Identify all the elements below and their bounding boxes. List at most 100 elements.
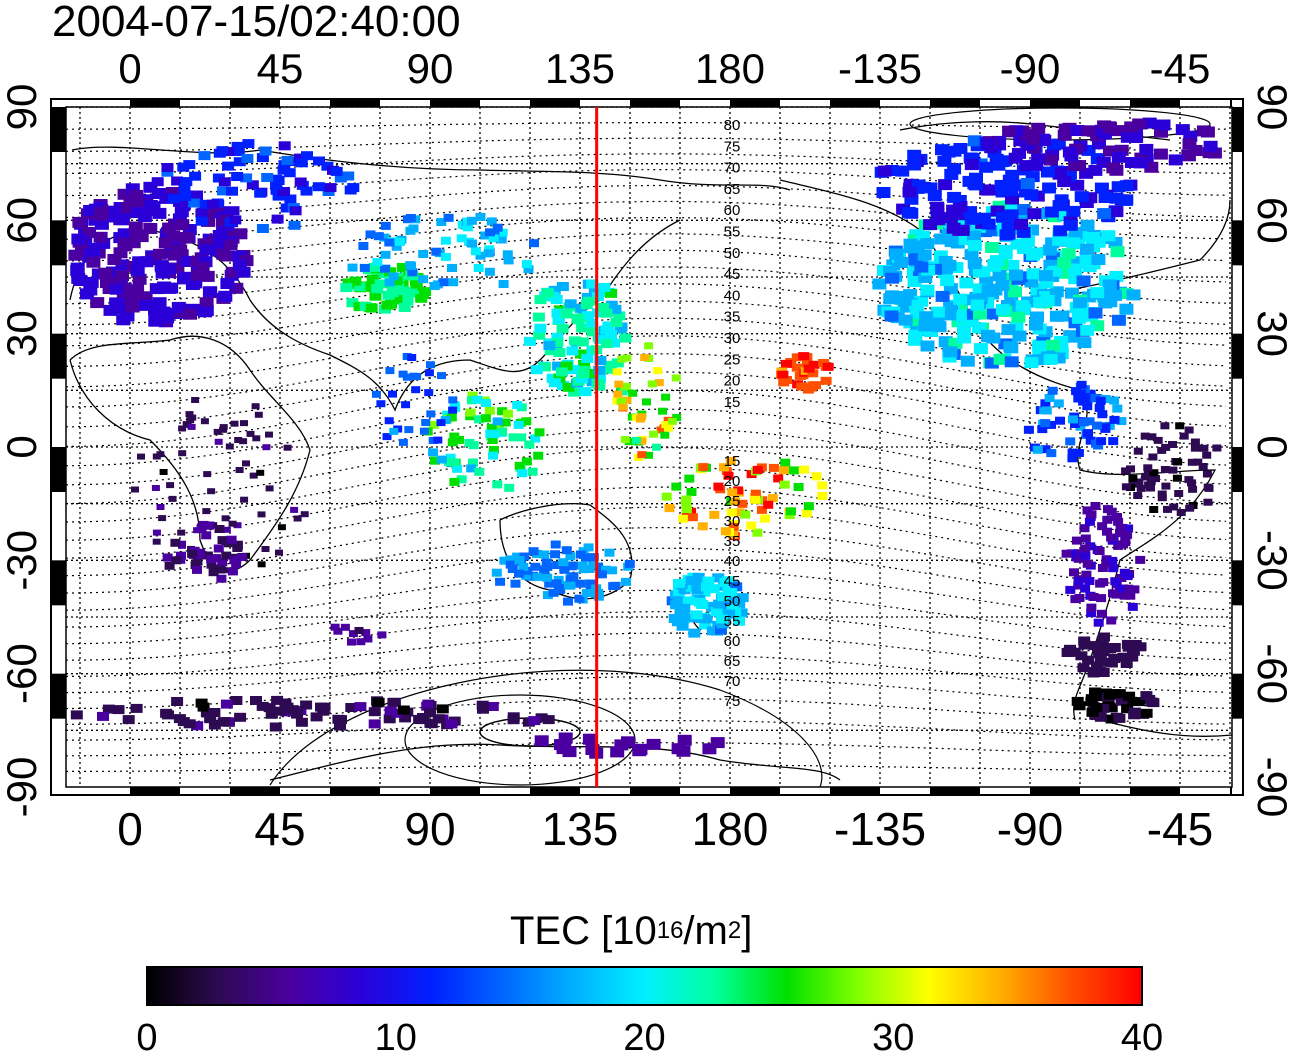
- tec-patch: [1073, 449, 1084, 457]
- tec-patch: [876, 187, 891, 198]
- tec-patch: [189, 190, 203, 202]
- tec-patch: [1149, 469, 1159, 477]
- tec-patch: [436, 704, 449, 714]
- tec-patch: [447, 264, 457, 272]
- tec-patch: [277, 524, 286, 531]
- tec-patch: [574, 594, 585, 603]
- tec-patch: [1084, 394, 1095, 403]
- tec-patch: [756, 505, 767, 514]
- tec-patch: [528, 547, 539, 556]
- tec-patch: [802, 360, 813, 369]
- tec-patch: [1076, 275, 1091, 287]
- tec-patch: [561, 546, 572, 555]
- tec-patch: [953, 201, 968, 212]
- frame-tick-bar: [630, 787, 680, 795]
- tec-patch: [1119, 180, 1134, 192]
- tec-patch: [425, 719, 438, 729]
- tec-patch: [678, 603, 691, 613]
- tec-patch: [220, 278, 235, 289]
- tec-patch: [577, 561, 588, 570]
- tec-patch: [541, 288, 554, 298]
- tec-patch: [411, 386, 421, 394]
- tec-patch: [172, 213, 187, 225]
- tec-patch: [1016, 204, 1031, 215]
- tec-patch: [1020, 178, 1035, 189]
- tec-patch: [1161, 482, 1171, 490]
- tec-patch: [208, 720, 221, 730]
- tec-patch: [544, 579, 555, 588]
- tec-patch: [671, 374, 681, 382]
- tec-patch: [1071, 536, 1082, 545]
- tec-patch: [152, 207, 167, 219]
- tec-patch: [1151, 475, 1160, 483]
- tec-patch: [1046, 449, 1057, 458]
- tec-patch: [581, 589, 592, 597]
- tec-patch: [231, 141, 244, 151]
- tec-patch: [179, 192, 192, 201]
- tec-patch: [484, 406, 495, 415]
- tec-patch: [1055, 416, 1065, 425]
- tec-patch: [256, 469, 265, 476]
- tec-patch: [1092, 138, 1106, 150]
- tec-patch: [228, 520, 237, 527]
- tec-patch: [213, 148, 226, 158]
- tec-patch: [1085, 436, 1096, 445]
- tec-patch: [419, 427, 429, 435]
- tec-patch: [1212, 444, 1222, 452]
- tec-patch: [1193, 458, 1203, 466]
- tec-patch: [917, 249, 932, 261]
- tec-patch: [233, 228, 248, 240]
- tec-patch: [1073, 549, 1084, 558]
- tec-patch: [529, 239, 539, 248]
- tec-patch: [967, 230, 981, 242]
- tec-patch: [148, 304, 162, 316]
- tec-patch: [143, 200, 158, 211]
- tec-patch: [390, 295, 403, 305]
- tec-patch: [935, 290, 950, 302]
- tec-patch: [486, 424, 497, 433]
- tec-patch: [763, 500, 774, 509]
- tec-patch: [963, 206, 978, 218]
- tec-patch: [1187, 458, 1197, 466]
- tec-patch: [534, 735, 549, 747]
- tec-patch: [333, 627, 343, 635]
- tec-patch: [877, 165, 892, 177]
- tec-patch: [1081, 291, 1096, 303]
- tec-patch: [1073, 297, 1087, 309]
- tec-patch: [1094, 182, 1109, 194]
- tec-patch: [200, 708, 213, 717]
- lon-tick-label-bottom: 0: [117, 803, 143, 855]
- tec-patch: [898, 314, 913, 326]
- tec-patch: [1068, 273, 1083, 285]
- tec-patch: [1148, 453, 1158, 461]
- tec-patch: [1172, 474, 1182, 482]
- tec-patch: [421, 419, 431, 426]
- tec-patch: [470, 247, 481, 256]
- tec-patch: [86, 256, 101, 268]
- contour-label: 45: [724, 573, 741, 590]
- tec-patch: [1134, 478, 1144, 486]
- tec-patch: [109, 283, 124, 295]
- tec-patch: [1095, 692, 1108, 702]
- tec-patch: [200, 418, 209, 425]
- frame-tick-bar: [1232, 220, 1243, 266]
- tec-patch: [481, 399, 491, 407]
- tec-patch: [931, 214, 946, 226]
- tec-patch: [647, 380, 657, 388]
- tec-patch: [616, 397, 626, 405]
- tec-patch: [380, 221, 391, 230]
- tec-patch: [1075, 651, 1088, 661]
- tec-patch: [1012, 147, 1026, 159]
- tec-patch: [162, 553, 173, 562]
- tec-patch: [1054, 194, 1069, 206]
- tec-patch: [735, 608, 748, 618]
- tec-patch: [514, 556, 525, 565]
- tec-patch: [979, 276, 994, 288]
- frame-tick-bar: [1030, 787, 1080, 795]
- tec-patch: [1097, 128, 1112, 140]
- tec-patch: [604, 548, 615, 557]
- contour-label: 50: [724, 593, 741, 610]
- tec-patch: [1053, 225, 1068, 237]
- tec-patch: [1120, 659, 1133, 668]
- lon-tick-label-top: 0: [118, 45, 141, 92]
